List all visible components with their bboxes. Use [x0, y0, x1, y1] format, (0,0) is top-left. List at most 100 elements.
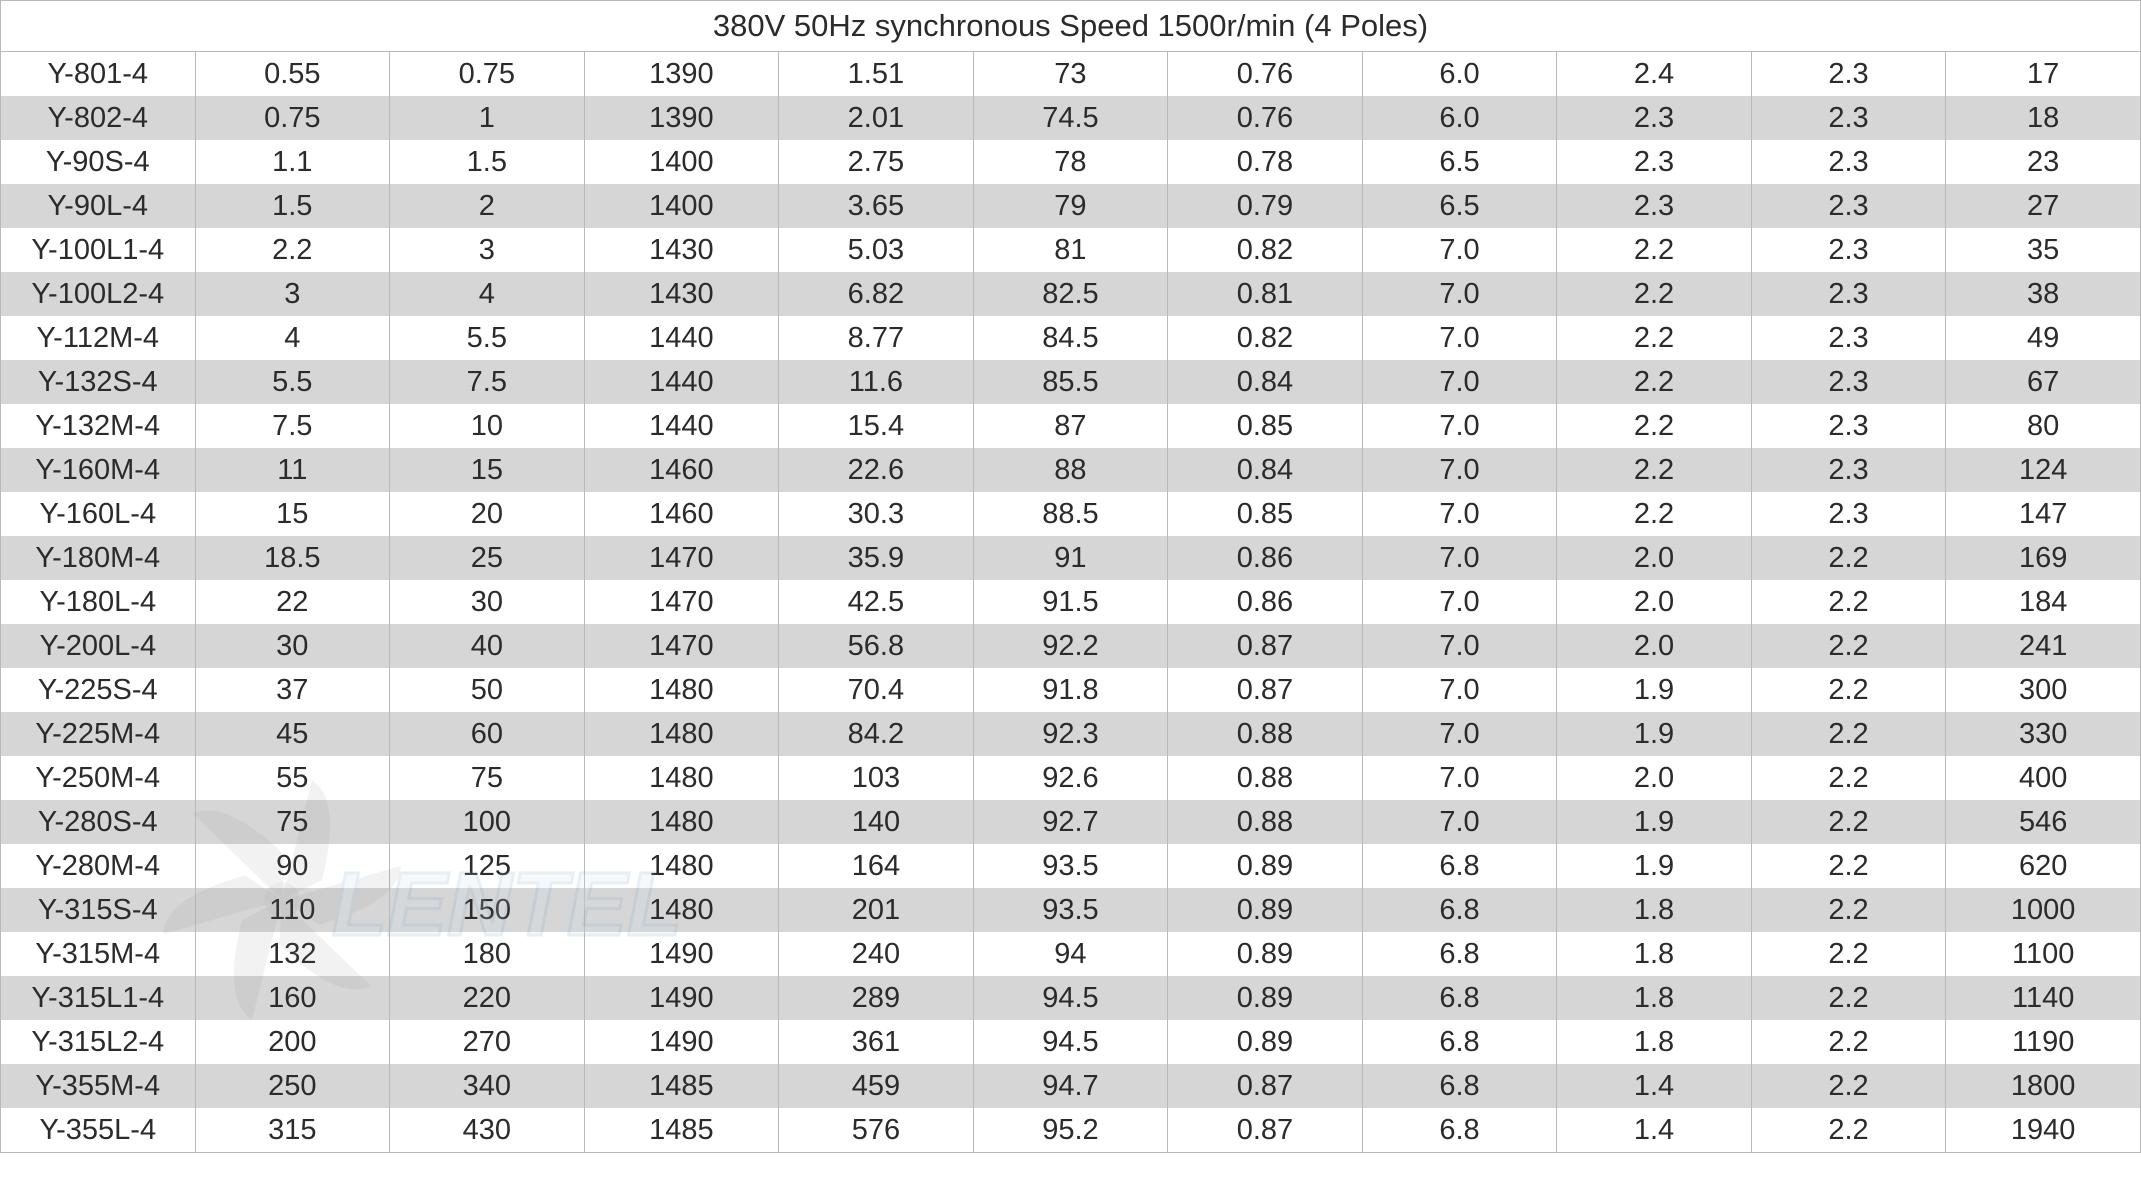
- table-cell: 0.86: [1168, 580, 1363, 624]
- table-cell: 0.82: [1168, 316, 1363, 360]
- table-cell: Y-132M-4: [1, 404, 196, 448]
- table-cell: 1.9: [1557, 844, 1752, 888]
- table-cell: 7.0: [1362, 492, 1557, 536]
- table-cell: 75: [390, 756, 585, 800]
- table-cell: 2.2: [1751, 1064, 1946, 1108]
- table-cell: 2.2: [1751, 932, 1946, 976]
- table-cell: 42.5: [779, 580, 974, 624]
- table-row: Y-315L1-4160220149028994.50.896.81.82.21…: [1, 976, 2141, 1020]
- table-cell: 7.0: [1362, 668, 1557, 712]
- table-cell: 100: [390, 800, 585, 844]
- table-cell: 11.6: [779, 360, 974, 404]
- table-cell: 2.2: [1557, 492, 1752, 536]
- table-cell: 0.85: [1168, 492, 1363, 536]
- table-cell: 2.3: [1751, 52, 1946, 97]
- table-cell: 1.9: [1557, 800, 1752, 844]
- table-cell: 7.5: [390, 360, 585, 404]
- table-row: Y-132S-45.57.5144011.685.50.847.02.22.36…: [1, 360, 2141, 404]
- table-cell: 7.0: [1362, 536, 1557, 580]
- table-cell: 2.2: [1751, 712, 1946, 756]
- table-cell: Y-225S-4: [1, 668, 196, 712]
- table-cell: 38: [1946, 272, 2141, 316]
- motor-spec-table: 380V 50Hz synchronous Speed 1500r/min (4…: [0, 0, 2141, 1153]
- table-cell: 2.2: [1751, 668, 1946, 712]
- table-cell: 6.8: [1362, 932, 1557, 976]
- table-cell: Y-90L-4: [1, 184, 196, 228]
- table-cell: 2.0: [1557, 580, 1752, 624]
- table-cell: 2.3: [1751, 140, 1946, 184]
- table-cell: 1.8: [1557, 976, 1752, 1020]
- table-cell: 2.3: [1751, 404, 1946, 448]
- table-cell: 1.5: [390, 140, 585, 184]
- table-row: Y-280M-490125148016493.50.896.81.92.2620: [1, 844, 2141, 888]
- table-row: Y-100L1-42.2314305.03810.827.02.22.335: [1, 228, 2141, 272]
- table-cell: 2.75: [779, 140, 974, 184]
- table-cell: 2.01: [779, 96, 974, 140]
- table-cell: 0.86: [1168, 536, 1363, 580]
- table-cell: 546: [1946, 800, 2141, 844]
- table-cell: 6.82: [779, 272, 974, 316]
- table-cell: 2.4: [1557, 52, 1752, 97]
- table-cell: 80: [1946, 404, 2141, 448]
- table-row: Y-200L-43040147056.892.20.877.02.02.2241: [1, 624, 2141, 668]
- table-cell: 2.0: [1557, 536, 1752, 580]
- table-cell: 2.3: [1751, 96, 1946, 140]
- table-cell: 1480: [584, 668, 779, 712]
- table-cell: 94.5: [973, 976, 1168, 1020]
- table-cell: 2.2: [1557, 272, 1752, 316]
- table-cell: 50: [390, 668, 585, 712]
- table-cell: 180: [390, 932, 585, 976]
- table-cell: 94: [973, 932, 1168, 976]
- table-cell: 0.84: [1168, 448, 1363, 492]
- table-cell: 0.76: [1168, 52, 1363, 97]
- table-cell: 2.2: [1751, 1108, 1946, 1153]
- table-cell: 2.3: [1751, 228, 1946, 272]
- table-cell: 91.8: [973, 668, 1168, 712]
- table-cell: 2.2: [1751, 1020, 1946, 1064]
- table-cell: 2.3: [1557, 140, 1752, 184]
- table-cell: Y-132S-4: [1, 360, 196, 404]
- table-cell: 0.81: [1168, 272, 1363, 316]
- table-cell: 1.8: [1557, 888, 1752, 932]
- table-cell: 1.8: [1557, 932, 1752, 976]
- table-cell: 7.0: [1362, 272, 1557, 316]
- table-cell: 169: [1946, 536, 2141, 580]
- table-cell: 0.75: [390, 52, 585, 97]
- table-cell: 0.89: [1168, 844, 1363, 888]
- table-cell: 40: [390, 624, 585, 668]
- table-cell: 25: [390, 536, 585, 580]
- table-cell: 67: [1946, 360, 2141, 404]
- table-row: Y-315L2-4200270149036194.50.896.81.82.21…: [1, 1020, 2141, 1064]
- table-cell: 1460: [584, 448, 779, 492]
- table-cell: 1.9: [1557, 712, 1752, 756]
- table-row: Y-180L-42230147042.591.50.867.02.02.2184: [1, 580, 2141, 624]
- table-cell: Y-180M-4: [1, 536, 196, 580]
- table-cell: 7.0: [1362, 624, 1557, 668]
- table-cell: 92.7: [973, 800, 1168, 844]
- table-cell: 6.8: [1362, 1064, 1557, 1108]
- table-body: 380V 50Hz synchronous Speed 1500r/min (4…: [1, 1, 2141, 1153]
- table-cell: 1.9: [1557, 668, 1752, 712]
- table-cell: 10: [390, 404, 585, 448]
- table-cell: 1470: [584, 624, 779, 668]
- table-cell: 0.88: [1168, 712, 1363, 756]
- table-cell: 3: [390, 228, 585, 272]
- table-cell: 6.5: [1362, 184, 1557, 228]
- table-cell: 0.88: [1168, 756, 1363, 800]
- table-cell: 0.79: [1168, 184, 1363, 228]
- table-cell: 1480: [584, 888, 779, 932]
- table-cell: 1940: [1946, 1108, 2141, 1153]
- table-cell: 7.0: [1362, 404, 1557, 448]
- table-cell: 75: [195, 800, 390, 844]
- table-cell: 85.5: [973, 360, 1168, 404]
- table-title-row: 380V 50Hz synchronous Speed 1500r/min (4…: [1, 1, 2141, 52]
- table-cell: 1480: [584, 800, 779, 844]
- table-cell: 93.5: [973, 888, 1168, 932]
- table-row: Y-315M-41321801490240940.896.81.82.21100: [1, 932, 2141, 976]
- table-cell: 1485: [584, 1064, 779, 1108]
- table-cell: 7.0: [1362, 712, 1557, 756]
- table-cell: 90: [195, 844, 390, 888]
- table-cell: 93.5: [973, 844, 1168, 888]
- table-cell: 2.3: [1557, 96, 1752, 140]
- table-cell: 2.2: [1557, 360, 1752, 404]
